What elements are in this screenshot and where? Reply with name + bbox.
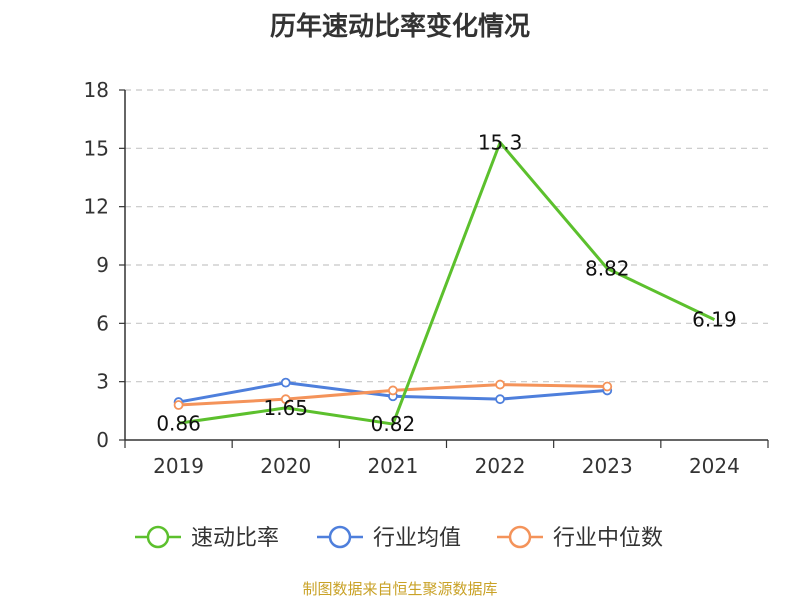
y-tick-label: 3 [96, 370, 109, 394]
y-tick-label: 12 [84, 195, 109, 219]
data-point [280, 377, 291, 388]
data-point [280, 394, 291, 405]
y-tick-label: 0 [96, 428, 109, 452]
data-point [173, 400, 184, 410]
data-label: 6.19 [692, 308, 737, 332]
data-label: 0.86 [156, 411, 201, 435]
legend-label: 行业均值 [373, 526, 461, 551]
x-tick-label: 2021 [367, 454, 418, 478]
y-tick-label: 18 [84, 78, 109, 102]
series-line [178, 141, 716, 426]
source-note: 制图数据来自恒生聚源数据库 [302, 580, 498, 598]
data-point [495, 379, 505, 390]
data-label: 0.82 [371, 412, 416, 436]
data-label: 8.82 [585, 257, 630, 281]
legend-label: 速动比率 [191, 526, 279, 551]
data-label: 1.65 [263, 396, 308, 420]
x-tick-label: 2020 [260, 454, 311, 478]
data-point [602, 381, 613, 392]
y-tick-label: 15 [84, 136, 109, 160]
legend-label: 行业中位数 [553, 526, 663, 551]
data-point [495, 394, 505, 405]
data-label: 15.3 [478, 131, 523, 155]
legend-marker [328, 525, 352, 549]
chart-title: 历年速动比率变化情况 [269, 12, 530, 42]
legend-marker [508, 525, 532, 549]
x-tick-label: 2022 [475, 454, 526, 478]
data-point [388, 385, 398, 396]
x-tick-label: 2024 [689, 454, 740, 478]
x-tick-label: 2023 [582, 454, 633, 478]
legend-marker [146, 525, 170, 549]
y-tick-label: 9 [96, 253, 109, 277]
y-tick-label: 6 [96, 311, 109, 335]
x-tick-label: 2019 [153, 454, 204, 478]
